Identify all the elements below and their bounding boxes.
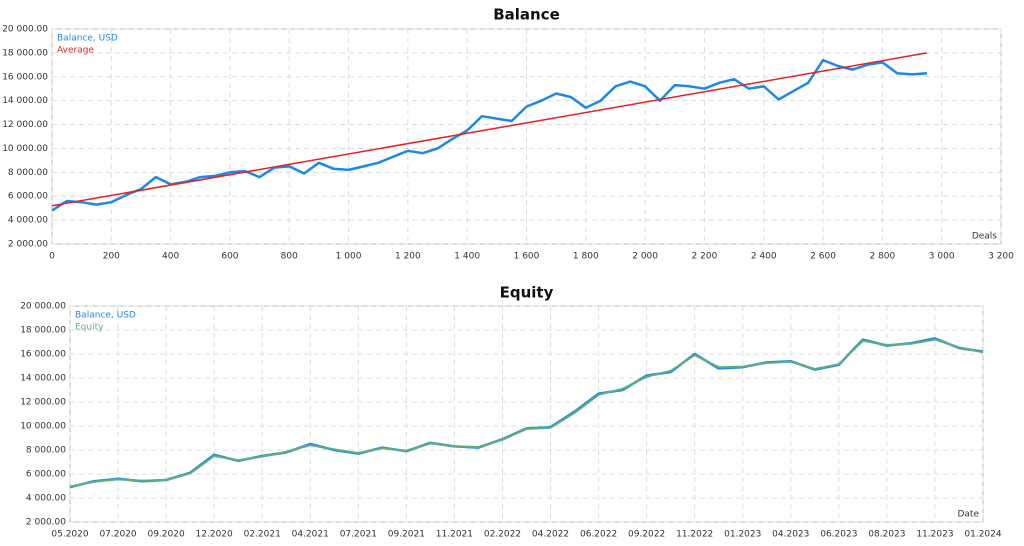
y-tick-label: 6 000.00: [26, 470, 66, 480]
x-tick-label: 02.2022: [484, 530, 521, 540]
x-tick-label: 2 400: [751, 252, 777, 262]
x-tick-label: 04.2023: [772, 530, 809, 540]
y-tick-label: 2 000.00: [26, 518, 66, 528]
x-tick-label: 2 800: [869, 252, 895, 262]
x-tick-label: 2 200: [692, 252, 718, 262]
y-tick-label: 10 000.00: [20, 422, 66, 432]
y-tick-label: 20 000.00: [2, 25, 48, 35]
x-tick-label: 1 000: [336, 252, 362, 262]
x-tick-label: 11.2023: [916, 530, 953, 540]
x-tick-label: 200: [103, 252, 120, 262]
x-tick-label: 09.2020: [147, 530, 184, 540]
x-axis-label: Date: [957, 510, 979, 520]
x-tick-label: 2 000: [632, 252, 658, 262]
x-tick-label: 01.2023: [724, 530, 761, 540]
y-tick-label: 12 000.00: [20, 398, 66, 408]
y-tick-label: 18 000.00: [2, 48, 48, 58]
legend-label: Balance, USD: [57, 34, 118, 44]
x-tick-label: 0: [49, 252, 55, 262]
y-tick-label: 20 000.00: [20, 302, 66, 312]
x-axis-label: Deals: [972, 232, 997, 242]
y-tick-label: 14 000.00: [20, 374, 66, 384]
x-tick-label: 800: [281, 252, 298, 262]
legend-label: Equity: [75, 323, 104, 333]
y-tick-label: 2 000.00: [8, 240, 48, 250]
plot-area: [69, 305, 984, 523]
x-tick-label: 04.2022: [532, 530, 569, 540]
x-tick-label: 1 600: [514, 252, 540, 262]
x-tick-label: 01.2024: [964, 530, 1001, 540]
series-line: [51, 52, 928, 207]
series-line: [69, 338, 984, 488]
y-tick-label: 14 000.00: [2, 96, 48, 106]
y-tick-label: 4 000.00: [8, 216, 48, 226]
x-tick-label: 1 800: [573, 252, 599, 262]
y-tick-label: 6 000.00: [8, 192, 48, 202]
x-tick-label: 11.2022: [676, 530, 713, 540]
chart-title: Balance: [493, 6, 560, 24]
x-tick-label: 08.2023: [868, 530, 905, 540]
y-tick-label: 10 000.00: [2, 144, 48, 154]
legend-label: Average: [57, 46, 94, 56]
x-tick-label: 600: [221, 252, 238, 262]
x-tick-label: 06.2023: [820, 530, 857, 540]
legend-label: Balance, USD: [75, 311, 136, 321]
x-tick-label: 11.2021: [436, 530, 473, 540]
x-tick-label: 1 200: [395, 252, 421, 262]
x-tick-label: 3 200: [988, 252, 1014, 262]
x-tick-label: 2 600: [810, 252, 836, 262]
x-tick-label: 04.2021: [292, 530, 329, 540]
y-tick-label: 16 000.00: [2, 72, 48, 82]
y-tick-label: 12 000.00: [2, 120, 48, 130]
x-tick-label: 07.2021: [340, 530, 377, 540]
plot-area: [51, 28, 1002, 245]
x-tick-label: 06.2022: [580, 530, 617, 540]
y-tick-label: 16 000.00: [20, 350, 66, 360]
y-tick-label: 4 000.00: [26, 494, 66, 504]
y-tick-label: 18 000.00: [20, 326, 66, 336]
x-tick-label: 3 000: [929, 252, 955, 262]
y-tick-label: 8 000.00: [8, 168, 48, 178]
x-tick-label: 1 400: [454, 252, 480, 262]
x-tick-label: 02.2021: [244, 530, 281, 540]
series-line: [51, 58, 928, 212]
x-tick-label: 400: [162, 252, 179, 262]
chart-title: Equity: [500, 284, 554, 302]
x-tick-label: 09.2021: [388, 530, 425, 540]
x-tick-label: 07.2020: [99, 530, 136, 540]
x-tick-label: 09.2022: [628, 530, 665, 540]
x-tick-label: 12.2020: [196, 530, 233, 540]
y-tick-label: 8 000.00: [26, 446, 66, 456]
x-tick-label: 05.2020: [51, 530, 88, 540]
